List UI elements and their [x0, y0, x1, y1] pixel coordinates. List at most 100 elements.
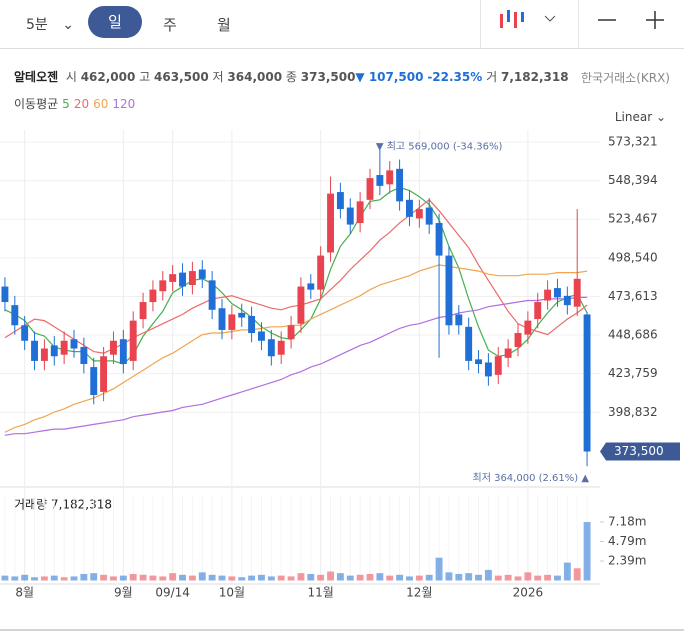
volume-bar [40, 576, 48, 581]
x-tick-label: 8월 [15, 586, 34, 600]
candle-body [563, 295, 571, 306]
candle-body [544, 289, 552, 301]
candle-body [484, 362, 492, 377]
volume-bar [139, 574, 147, 581]
volume-bar [70, 576, 78, 581]
candle-body [149, 289, 157, 303]
volume-bar [524, 572, 532, 581]
candle-body [524, 320, 532, 335]
candle-body [258, 331, 265, 341]
stock-name: 알테오젠 [14, 70, 59, 84]
candle-body [554, 288, 561, 298]
candle-body [445, 255, 453, 326]
candle-body [70, 339, 78, 349]
ma-line [4, 296, 588, 436]
volume-bar [514, 576, 522, 581]
volume-bar [425, 574, 433, 581]
exchange: 한국거래소(KRX) [581, 71, 670, 85]
chevron[interactable] [544, 15, 556, 22]
divider [578, 0, 579, 48]
price-tag-label: 373,500 [614, 444, 664, 458]
volume-bar [415, 575, 423, 581]
candle-body [307, 283, 315, 290]
volume-bar [188, 575, 196, 581]
zoom-in[interactable] [646, 11, 664, 29]
candle-body [159, 280, 167, 292]
ma-line [4, 198, 588, 354]
interval-select[interactable]: 5분 ⌄ [26, 14, 74, 34]
volume-bar [475, 574, 482, 581]
volume-bar [386, 575, 394, 581]
tab[interactable]: 일 [88, 6, 142, 38]
candle-body [366, 178, 374, 200]
candle-body [100, 356, 108, 392]
value: 373,500 [300, 70, 356, 84]
candle-body [238, 312, 246, 318]
volume-bar [534, 575, 542, 581]
candle-icon [500, 10, 524, 28]
volume-bar [484, 569, 492, 581]
volume-bar [504, 574, 512, 581]
candle-body [139, 302, 147, 320]
min-annotation: 최저 364,000 (2.61%) ▲ [473, 472, 590, 484]
ma-legend: 이동평균 5 20 60 120 [14, 95, 135, 112]
volume-bar [149, 575, 157, 581]
volume-bar [50, 575, 58, 581]
y-tick-label: 573,321 [608, 135, 658, 149]
ma-label: 이동평균 [14, 97, 59, 111]
y-tick-label: 398,832 [608, 405, 658, 419]
interval: 5분 [26, 17, 48, 33]
candle-body [386, 170, 394, 185]
x-tick-label: 10월 [219, 586, 245, 600]
candle-body [248, 315, 256, 334]
ma-legend-item: 60 [93, 97, 109, 111]
volume-bar [297, 573, 305, 581]
volume-bar [563, 562, 571, 581]
candle-body [406, 199, 413, 217]
volume-bar [445, 572, 453, 581]
candle-body [40, 348, 48, 361]
quote-line: 알테오젠 시 462,000 고 463,500 저 364,000 종 373… [14, 68, 569, 85]
ma-legend-item: 5 [62, 97, 70, 111]
volume-bar [356, 574, 364, 581]
y-tick-label: 498,540 [608, 250, 658, 264]
label: 저 [212, 70, 224, 84]
y-tick-label: 448,686 [608, 328, 658, 342]
volume-bar [198, 572, 206, 581]
volume-bar [228, 576, 236, 581]
candle-body [356, 201, 364, 224]
volume-title: 거래량 7,182,318 [14, 498, 112, 512]
value: 463,500 [154, 70, 209, 84]
candle-body [327, 193, 334, 253]
volume-bar [287, 576, 295, 581]
ma-legend-item: 20 [73, 97, 90, 111]
candle-body [475, 359, 482, 365]
volume-bar [100, 574, 108, 581]
volume-bar [396, 574, 404, 581]
change-pct: -22.35% [427, 70, 483, 84]
candle-body [218, 308, 226, 330]
volume-bar [554, 575, 561, 581]
volume-bar [327, 571, 334, 581]
tab[interactable]: 월 [217, 16, 231, 34]
candle-body [435, 223, 443, 256]
volume-bar [179, 574, 186, 581]
volume-bar [573, 568, 581, 581]
candle-body [110, 340, 117, 355]
candle-body [198, 269, 206, 279]
candle-body [465, 326, 473, 361]
candle-body [455, 314, 463, 326]
scale-select[interactable]: Linear ⌄ [614, 110, 666, 124]
y-tick-label: 4.79m [608, 534, 646, 548]
volume-bar [258, 574, 265, 581]
candle-body [336, 192, 344, 210]
candle-body [80, 346, 88, 365]
candle-body [1, 286, 9, 303]
volume-bar [544, 574, 552, 581]
candle-body [277, 340, 285, 355]
price-tag [600, 442, 680, 461]
candle-body [31, 340, 38, 361]
volume-bar [248, 575, 256, 581]
tab[interactable]: 주 [163, 16, 177, 34]
volume-bar [218, 575, 226, 581]
